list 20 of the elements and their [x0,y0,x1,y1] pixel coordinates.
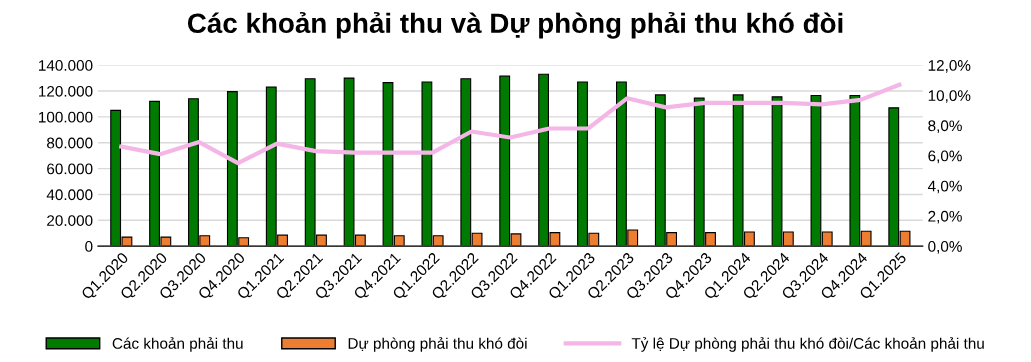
y-tick-label: 0 [85,241,93,252]
y-tick-label: 40.000 [46,189,93,201]
y-tick-label: 60.000 [47,163,93,175]
chart-title: Các khoản phải thu và Dự phòng phải thu khó đòi [187,12,843,39]
y2-tick-label: 6,0% [928,150,962,164]
y-tick-label: 20.000 [47,215,93,226]
y2-tick-label: 0,0% [928,241,962,254]
legend-label: Các khoản phải thu [112,337,243,352]
legend-label: Dự phòng phải thu khó đòi [348,337,527,352]
y2-tick-label: 12,0% [928,60,971,73]
legend-label: Tỷ lệ Dự phòng phải thu khó đòi/Các khoản phải thu [631,337,984,352]
y2-tick-label: 10,0% [928,90,971,103]
y-tick-label: 100.000 [39,111,93,123]
y2-tick-label: 4,0% [927,180,962,194]
y-tick-label: 80.000 [47,137,93,149]
line-series [119,82,902,166]
y-tick-label: 140.000 [39,60,93,71]
y2-tick-label: 8,0% [928,120,962,133]
y-tick-label: 120.000 [39,85,93,97]
y2-tick-label: 2,0% [928,210,962,224]
